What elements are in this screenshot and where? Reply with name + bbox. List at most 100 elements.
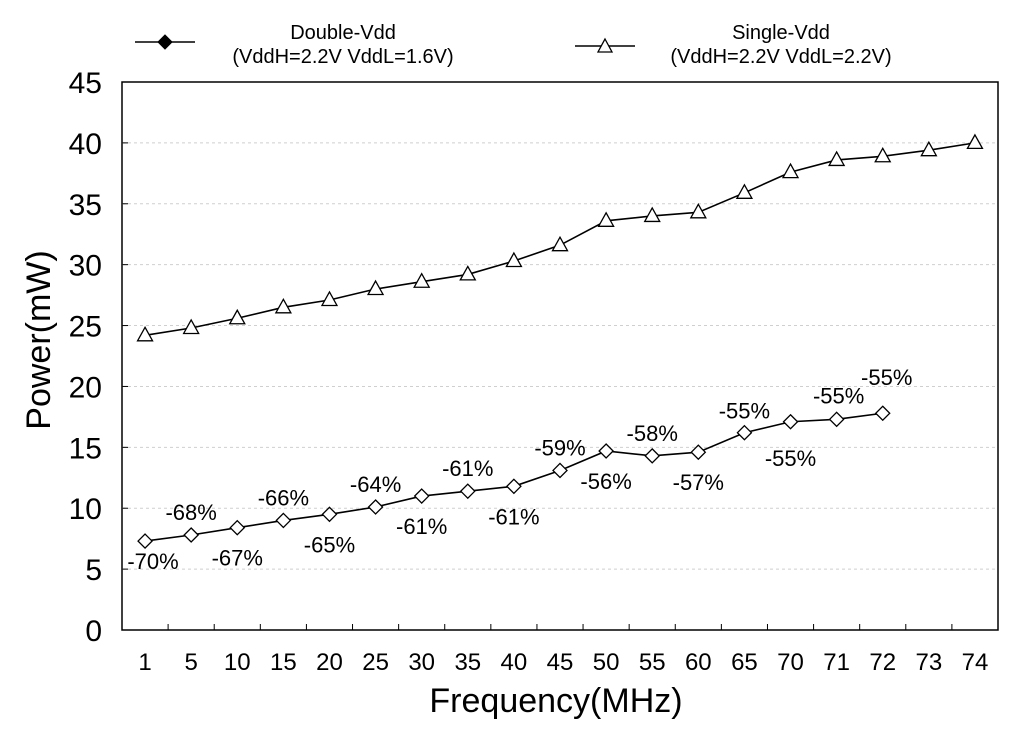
x-tick-label: 71: [823, 649, 850, 676]
y-tick-label: 35: [69, 189, 102, 222]
data-label: -65%: [304, 532, 355, 557]
y-tick-label: 25: [69, 311, 102, 344]
data-point-single-vdd: [828, 150, 846, 167]
data-point-double-vdd: [413, 488, 430, 504]
gridlines: [122, 142, 998, 570]
data-point-single-vdd: [966, 133, 984, 150]
x-tick-label: 1: [138, 649, 151, 676]
data-point-double-vdd: [505, 478, 522, 495]
x-tick-label: 35: [454, 649, 481, 676]
y-axis-title: Power(mW): [20, 250, 58, 429]
data-point-double-vdd: [321, 506, 338, 523]
legend-marker-diamond-icon: [157, 34, 173, 50]
legend-sublabel-single-vdd: (VddH=2.2V VddL=2.2V): [670, 46, 891, 68]
legend-item-single-vdd: Single-Vdd (VddH=2.2V VddL=2.2V): [575, 22, 892, 68]
series-layer: [136, 133, 984, 550]
data-point-double-vdd: [828, 411, 845, 428]
data-label: -70%: [127, 549, 178, 574]
data-point-single-vdd: [920, 140, 938, 157]
y-tick-label: 45: [69, 67, 102, 100]
data-labels: -70% -68% -67% -66% -65% -64% -61% -61% -61% -59%…: [127, 365, 912, 574]
data-point-single-vdd: [459, 265, 477, 281]
data-point-double-vdd: [137, 533, 153, 550]
x-tick-label: 20: [316, 649, 343, 676]
data-point-single-vdd: [182, 318, 200, 335]
data-label: -64%: [350, 472, 401, 497]
y-tick-label: 10: [69, 493, 102, 526]
data-point-double-vdd: [229, 519, 246, 536]
y-tick-label: 0: [85, 615, 102, 648]
data-point-single-vdd: [505, 251, 523, 268]
y-tick-label: 20: [69, 371, 102, 404]
x-tick-label: 60: [685, 649, 712, 676]
y-tick-label: 30: [69, 250, 102, 283]
x-tick-label: 15: [270, 649, 297, 676]
data-point-single-vdd: [735, 183, 754, 199]
data-point-double-vdd: [736, 424, 753, 441]
y-tick-label: 40: [69, 128, 102, 161]
data-label: -61%: [396, 514, 447, 539]
data-label: -68%: [165, 500, 216, 525]
legend-sublabel-double-vdd: (VddH=2.2V VddL=1.6V): [232, 46, 453, 68]
data-label: -67%: [212, 546, 263, 571]
data-point-double-vdd: [552, 462, 568, 479]
data-point-single-vdd: [689, 202, 707, 219]
x-tick-label: 50: [593, 649, 620, 676]
legend-marker-triangle-icon: [596, 37, 614, 53]
x-tick-label: 5: [184, 649, 197, 676]
y-tick-label: 15: [69, 432, 102, 465]
data-label: -59%: [534, 435, 585, 460]
legend-item-double-vdd: Double-Vdd (VddH=2.2V VddL=1.6V): [135, 22, 454, 68]
data-point-double-vdd: [782, 413, 799, 430]
data-point-single-vdd: [781, 162, 800, 179]
data-label: -57%: [673, 470, 724, 495]
data-point-single-vdd: [136, 325, 154, 342]
data-point-single-vdd: [597, 211, 615, 227]
data-point-single-vdd: [366, 279, 385, 296]
x-tick-label: 72: [869, 649, 896, 676]
x-tick-label: 30: [408, 649, 435, 676]
data-point-single-vdd: [274, 297, 292, 314]
data-point-single-vdd: [643, 206, 661, 223]
data-point-double-vdd: [459, 483, 476, 500]
x-tick-label: 40: [501, 649, 528, 676]
x-tick-label: 73: [915, 649, 942, 676]
data-point-single-vdd: [551, 235, 569, 252]
legend-label-single-vdd: Single-Vdd: [732, 22, 830, 44]
data-point-double-vdd: [690, 444, 707, 461]
x-tick-label: 45: [547, 649, 574, 676]
data-label: -55%: [861, 365, 912, 390]
legend-label-double-vdd: Double-Vdd: [290, 22, 396, 44]
data-point-double-vdd: [367, 499, 384, 515]
data-label: -58%: [627, 421, 678, 446]
x-tick-label: 10: [224, 649, 251, 676]
plot-area: [121, 81, 999, 631]
x-tick-label: 70: [777, 649, 804, 676]
data-point-single-vdd: [228, 308, 246, 325]
x-tick-label: 74: [962, 649, 989, 676]
data-label: -55%: [765, 446, 816, 471]
x-tick-label: 55: [639, 649, 666, 676]
x-tick-label: 25: [362, 649, 389, 676]
data-point-single-vdd: [413, 272, 431, 288]
data-point-double-vdd: [874, 405, 891, 422]
data-label: -55%: [813, 383, 864, 408]
data-label: -66%: [258, 485, 309, 510]
data-point-double-vdd: [598, 443, 615, 459]
x-tick-label: 65: [731, 649, 758, 676]
legend: Double-Vdd (VddH=2.2V VddL=1.6V) Single-…: [135, 22, 892, 68]
data-point-double-vdd: [644, 447, 661, 464]
data-point-single-vdd: [320, 290, 339, 307]
data-point-double-vdd: [183, 527, 200, 543]
data-label: -56%: [580, 469, 631, 494]
y-axis-ticks: 0 5 10 15 20 25 30 35 40 45: [69, 67, 128, 648]
data-label: -61%: [442, 456, 493, 481]
data-label: -55%: [719, 399, 770, 424]
x-axis-title: Frequency(MHz): [429, 682, 682, 720]
data-point-single-vdd: [874, 146, 892, 163]
data-point-double-vdd: [275, 512, 292, 529]
x-axis-ticks: 1 5 10 15 20 25 30 35 40 45 50 55 60 65 70 71 72 73 74: [138, 624, 988, 676]
y-tick-label: 5: [85, 554, 102, 587]
data-label: -61%: [488, 504, 539, 529]
